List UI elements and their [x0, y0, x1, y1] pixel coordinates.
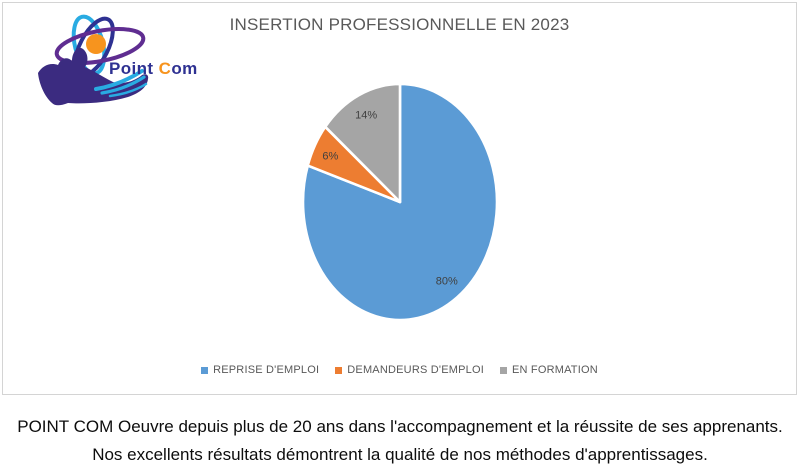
pie-chart: 80% 6% 14% — [301, 82, 499, 322]
pie-data-label-2: 14% — [355, 109, 377, 121]
chart-legend: REPRISE D'EMPLOI DEMANDEURS D'EMPLOI EN FO… — [3, 364, 796, 376]
legend-item-1: DEMANDEURS D'EMPLOI — [335, 364, 484, 376]
legend-item-2: EN FORMATION — [499, 364, 598, 376]
chart-panel: Point Com INSERTION PROFESSIONNELLE EN 2… — [2, 2, 797, 395]
brand-point: Point — [109, 59, 154, 78]
atom-nucleus-icon — [86, 34, 106, 54]
legend-label: REPRISE D'EMPLOI — [213, 364, 320, 376]
caption-line2: Nos excellents résultats démontrent la q… — [92, 445, 708, 464]
pointcom-logo — [38, 14, 149, 106]
legend-swatch-icon — [201, 366, 209, 374]
brand-name: Point Com — [109, 59, 198, 79]
legend-label: EN FORMATION — [511, 364, 598, 376]
pie-data-label-1: 6% — [322, 150, 338, 162]
pie-slice-0 — [301, 82, 499, 322]
brand-om: om — [171, 59, 198, 78]
brand-c: C — [158, 59, 172, 78]
pie-data-label-0: 80% — [436, 275, 458, 287]
caption-line1: POINT COM Oeuvre depuis plus de 20 ans d… — [17, 417, 783, 436]
pie-slice-2 — [323, 82, 402, 204]
legend-item-0: REPRISE D'EMPLOI — [201, 364, 319, 376]
hand-icon — [38, 47, 149, 106]
caption: POINT COM Oeuvre depuis plus de 20 ans d… — [0, 413, 800, 469]
legend-swatch-icon — [499, 366, 507, 374]
swoosh-icon — [94, 69, 148, 98]
legend-label: DEMANDEURS D'EMPLOI — [347, 364, 484, 376]
legend-swatch-icon — [335, 366, 343, 374]
chart-title: INSERTION PROFESSIONNELLE EN 2023 — [229, 15, 570, 34]
